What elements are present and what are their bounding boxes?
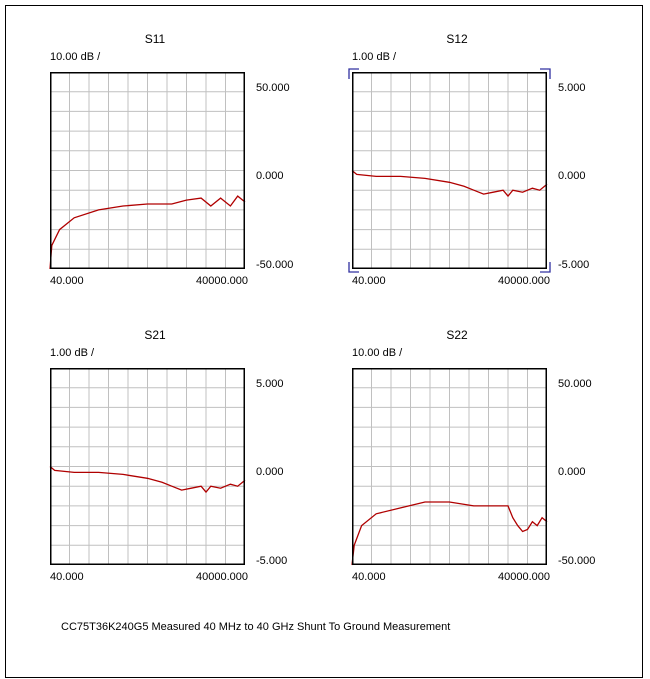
s22-ytick-bottom: -50.000: [558, 555, 596, 567]
s11-plot: [49, 72, 246, 270]
s22-ytick-mid: 0.000: [558, 466, 586, 478]
s11-panel: S11 10.00 dB / 50.000 0.000 -50.000 40.0…: [49, 32, 320, 312]
plot-border: [352, 72, 547, 269]
s21-xtick-start: 40.000: [50, 571, 84, 583]
s12-ytick-mid: 0.000: [558, 170, 586, 182]
s11-title: S11: [144, 32, 166, 46]
figure-caption: CC75T36K240G5 Measured 40 MHz to 40 GHz …: [61, 621, 451, 633]
marker-bottom-right: [540, 262, 551, 273]
s21-xtick-end: 40000.000: [196, 571, 248, 583]
s22-panel: S22 10.00 dB / 50.000 0.000 -50.000 40.0…: [351, 328, 622, 608]
s21-ytick-top: 5.000: [256, 378, 284, 390]
s22-plot: [351, 368, 548, 566]
s21-plot: [49, 368, 246, 565]
s11-ytick-top: 50.000: [256, 82, 290, 94]
plot-border: [50, 368, 245, 565]
s12-ytick-bottom: -5.000: [558, 259, 590, 271]
s21-ytick-mid: 0.000: [256, 466, 284, 478]
marker-bottom-left: [348, 262, 359, 273]
series-line: [49, 465, 246, 494]
s12-xtick-end: 40000.000: [498, 275, 550, 287]
s12-plot[interactable]: [348, 68, 551, 273]
marker-top-left: [348, 68, 359, 79]
s12-ytick-top: 5.000: [558, 82, 586, 94]
s12-scale-label: 1.00 dB /: [352, 51, 397, 63]
s11-scale-label: 10.00 dB /: [50, 51, 101, 63]
s21-ytick-bottom: -5.000: [256, 555, 288, 567]
plot-border: [50, 72, 245, 269]
s21-scale-label: 1.00 dB /: [50, 347, 95, 359]
s22-ytick-top: 50.000: [558, 378, 592, 390]
s22-xtick-end: 40000.000: [498, 571, 550, 583]
series-line: [49, 195, 246, 270]
s21-title: S21: [144, 328, 166, 342]
s12-panel: S12 1.00 dB / 5.000 0.000 -5.000 40.000 …: [348, 32, 622, 312]
series-line: [351, 169, 548, 198]
s11-ytick-bottom: -50.000: [256, 259, 294, 271]
s21-panel: S21 1.00 dB / 5.000 0.000 -5.000 40.000 …: [49, 328, 320, 608]
s22-title: S22: [446, 328, 468, 342]
figure-frame: S11 10.00 dB / 50.000 0.000 -50.000 40.0…: [5, 5, 643, 678]
series-line: [351, 501, 548, 566]
s11-ytick-mid: 0.000: [256, 170, 284, 182]
plot-border: [352, 368, 547, 565]
s11-xtick-start: 40.000: [50, 275, 84, 287]
s12-xtick-start: 40.000: [352, 275, 386, 287]
marker-top-right: [540, 68, 551, 79]
s11-xtick-end: 40000.000: [196, 275, 248, 287]
s22-xtick-start: 40.000: [352, 571, 386, 583]
s12-title: S12: [446, 32, 468, 46]
s22-scale-label: 10.00 dB /: [352, 347, 403, 359]
